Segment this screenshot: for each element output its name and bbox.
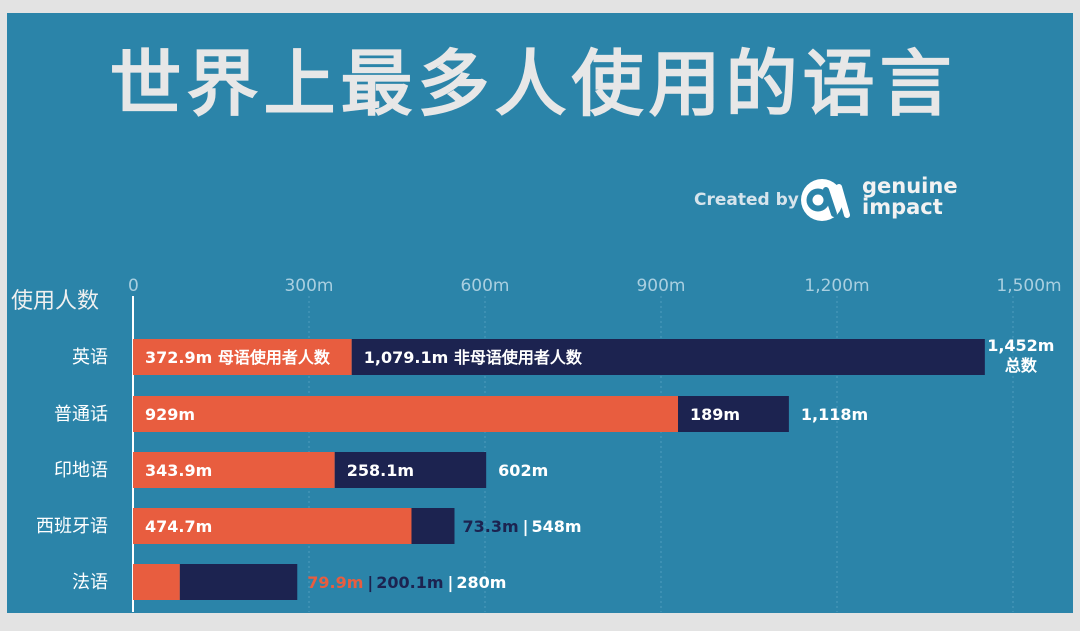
brand-line-2: impact — [862, 195, 943, 219]
non-native-value-label: 258.1m — [347, 461, 414, 480]
x-tick-label: 900m — [636, 276, 685, 296]
bar-non-native — [179, 564, 298, 600]
x-tick-label: 0 — [128, 276, 139, 296]
page-title: 世界上最多人使用的语言 — [109, 42, 957, 126]
native-value-label: 343.9m — [145, 461, 212, 480]
native-value-label: 474.7m — [145, 517, 212, 536]
native-value-label: 929m — [145, 405, 195, 424]
bar-non-native — [351, 339, 985, 375]
non-native-value-label: 1,079.1m 非母语使用者人数 — [364, 348, 583, 367]
bar-native — [133, 339, 352, 375]
label-separator: | — [367, 573, 373, 593]
total-value-label: 280m — [456, 573, 506, 592]
total-value-label: 548m — [531, 517, 581, 536]
total-value-label: 1,118m — [801, 405, 868, 424]
bar-native — [133, 452, 335, 488]
total-value-label: 602m — [498, 461, 548, 480]
bar-native — [133, 396, 679, 432]
total-suffix-label: 总数 — [1005, 356, 1038, 375]
category-label: 印地语 — [54, 460, 108, 481]
x-tick-label: 1,200m — [804, 276, 869, 296]
category-label: 西班牙语 — [36, 516, 108, 537]
category-label: 普通话 — [54, 404, 108, 425]
x-tick-label: 300m — [284, 276, 333, 296]
genuine-impact-logo-icon — [801, 179, 850, 221]
category-label: 英语 — [72, 347, 108, 368]
bar-native — [133, 564, 180, 600]
label-separator: | — [523, 517, 529, 537]
bar-native — [133, 508, 412, 544]
label-separator: | — [448, 573, 454, 593]
x-tick-label: 600m — [460, 276, 509, 296]
x-tick-label: 1,500m — [996, 276, 1061, 296]
bar-non-native — [411, 508, 455, 544]
bar-non-native — [678, 396, 789, 432]
bar-non-native — [334, 452, 487, 488]
category-label: 法语 — [72, 572, 108, 593]
credit-created-by: Created by — [694, 190, 799, 210]
y-axis-label: 使用人数 — [11, 289, 100, 314]
native-value-label: 372.9m 母语使用者人数 — [145, 348, 331, 367]
brand-wordmark: genuine impact — [862, 176, 958, 218]
non-native-value-label: 73.3m — [462, 517, 518, 536]
total-value-label: 1,452m — [987, 336, 1054, 355]
non-native-value-label: 200.1m — [376, 573, 443, 592]
brand-line-1: genuine — [862, 174, 958, 198]
non-native-value-label: 189m — [690, 405, 740, 424]
native-value-label: 79.9m — [307, 573, 363, 592]
